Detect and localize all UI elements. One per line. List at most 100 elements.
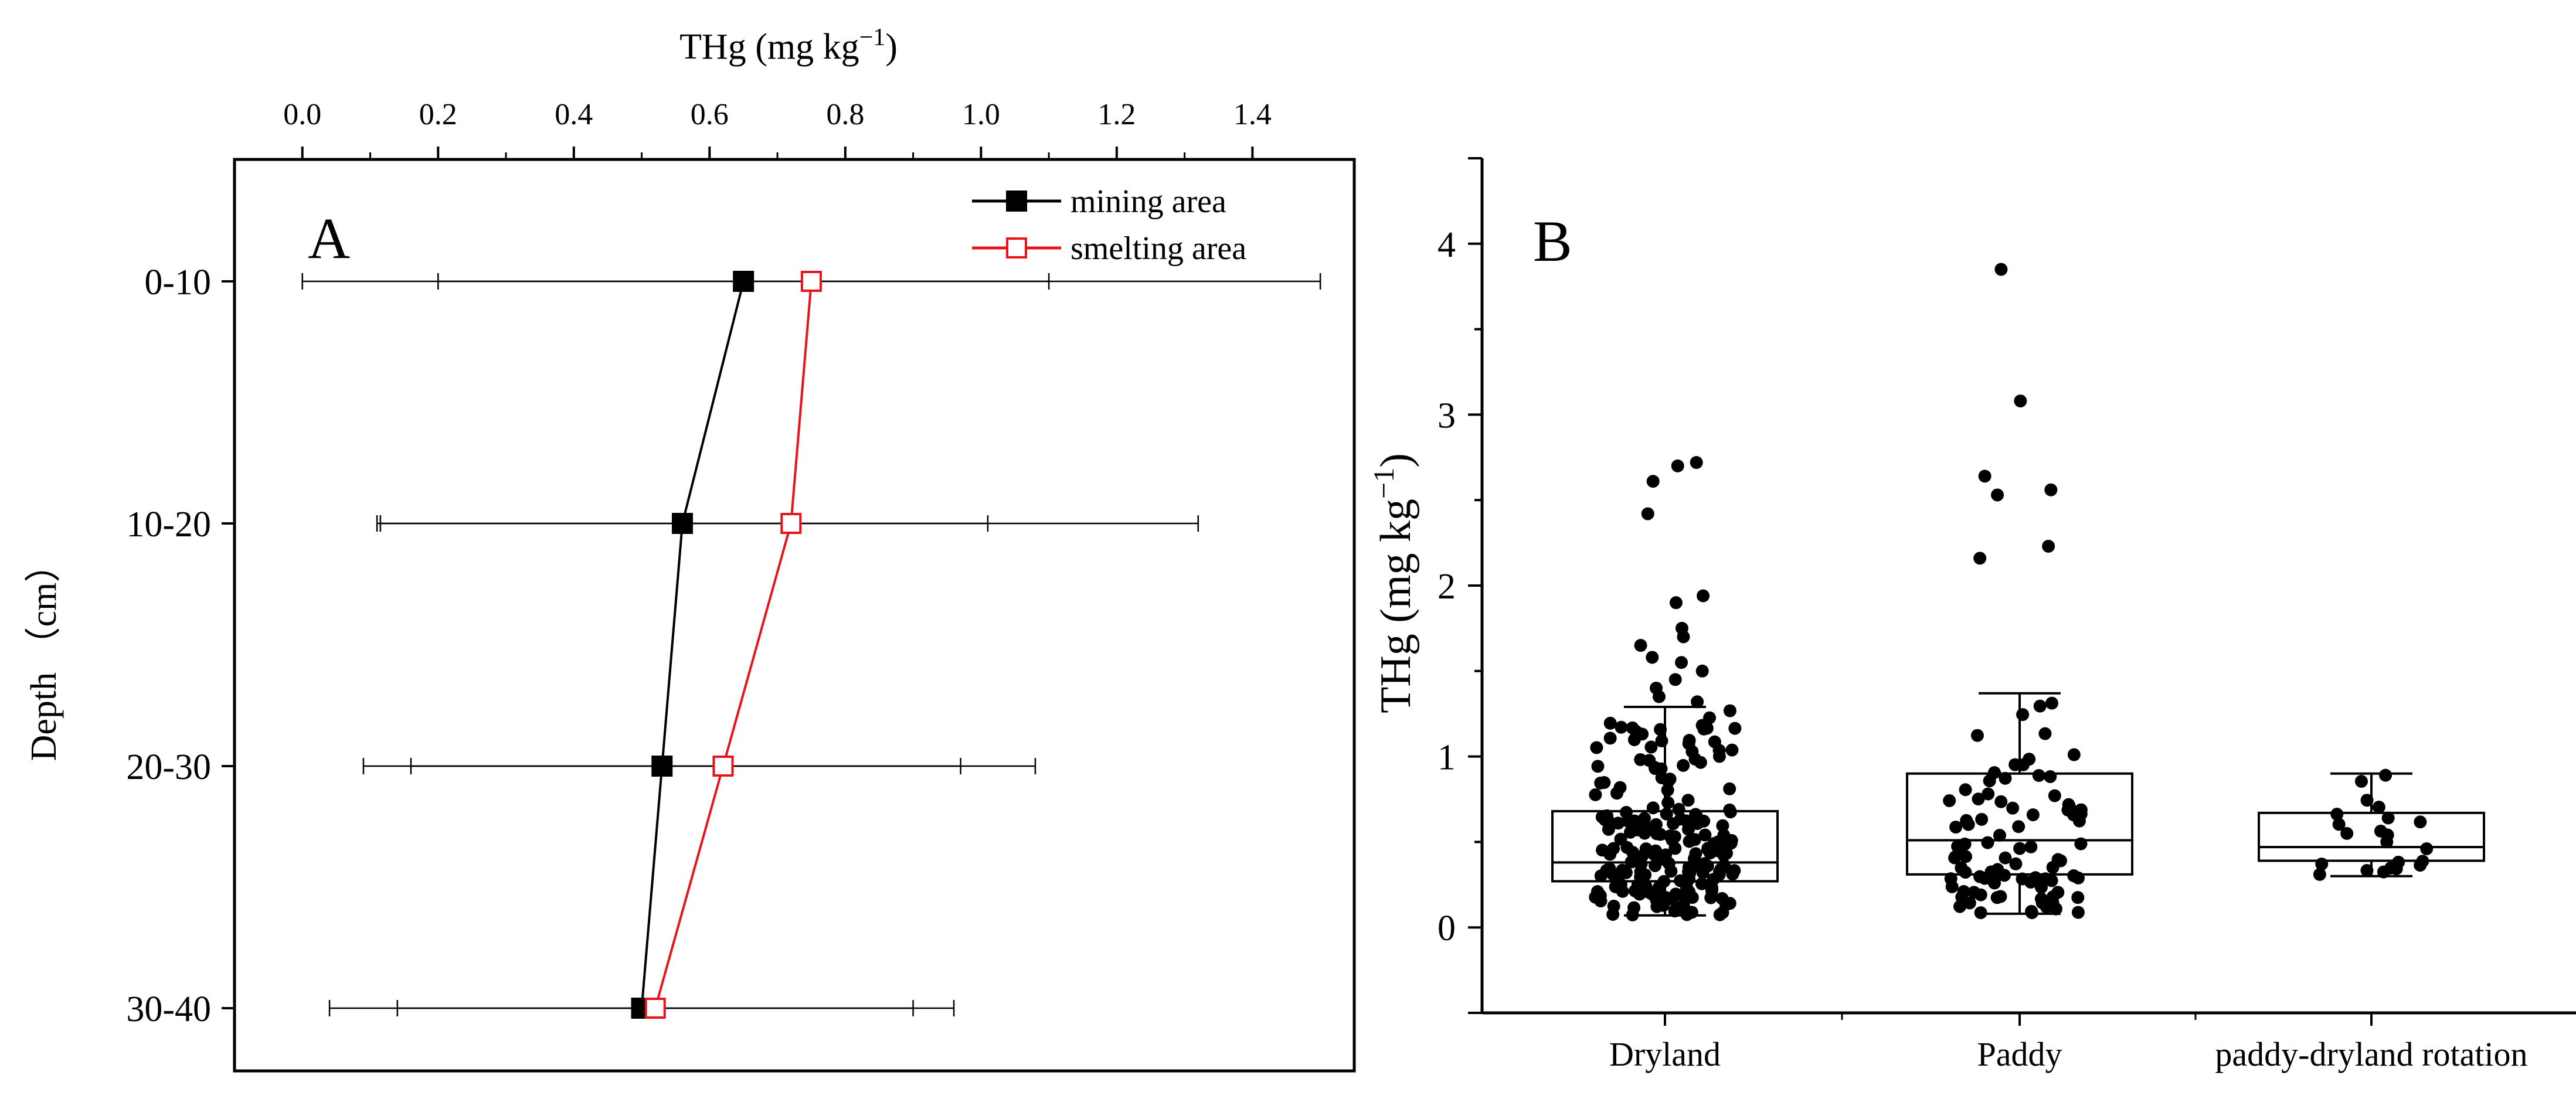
marker-smelting bbox=[800, 271, 822, 292]
data-point bbox=[1716, 819, 1729, 832]
data-point bbox=[1978, 872, 1992, 885]
data-point bbox=[2009, 758, 2022, 771]
data-point bbox=[1689, 847, 1702, 860]
data-point bbox=[1953, 900, 1967, 913]
data-point bbox=[1959, 850, 1972, 863]
data-point bbox=[1982, 787, 1995, 801]
data-point bbox=[1603, 862, 1616, 875]
data-point bbox=[1646, 801, 1660, 815]
data-point bbox=[2330, 808, 2344, 821]
data-point bbox=[2074, 807, 2088, 821]
y-tick-label: 30-40 bbox=[126, 989, 211, 1029]
outlier-point bbox=[1675, 656, 1688, 669]
data-point bbox=[1628, 814, 1642, 828]
data-point bbox=[1612, 817, 1625, 830]
data-point bbox=[1682, 737, 1695, 750]
x-tick-label: 1.4 bbox=[1233, 98, 1272, 131]
data-point bbox=[1637, 812, 1651, 825]
data-point bbox=[1647, 889, 1660, 902]
y-tick-label: 20-30 bbox=[126, 747, 211, 787]
marker-smelting bbox=[644, 998, 666, 1019]
data-point bbox=[1603, 716, 1617, 730]
panel-a-y-axis: 0-10 10-20 20-30 30-40 bbox=[126, 263, 235, 1029]
data-point bbox=[1948, 851, 1962, 865]
data-point bbox=[2009, 857, 2023, 870]
marker-mining bbox=[651, 756, 673, 777]
data-point bbox=[1628, 884, 1642, 897]
data-point bbox=[1634, 865, 1647, 879]
data-point bbox=[1713, 908, 1727, 921]
legend: mining area smelting area bbox=[972, 183, 1246, 267]
data-point bbox=[1725, 743, 1739, 757]
data-point bbox=[2038, 727, 2052, 740]
data-point bbox=[1674, 812, 1687, 826]
x-tick-label: 0.4 bbox=[555, 98, 593, 131]
data-point bbox=[2035, 896, 2049, 910]
data-point bbox=[1664, 865, 1678, 878]
data-point bbox=[2046, 890, 2060, 903]
data-point bbox=[1718, 859, 1731, 872]
data-point bbox=[1654, 828, 1667, 841]
data-point bbox=[2379, 768, 2393, 782]
data-point bbox=[1698, 828, 1712, 842]
x-tick-label: Paddy bbox=[1977, 1035, 2062, 1073]
data-point bbox=[2414, 815, 2427, 829]
data-point bbox=[1598, 813, 1612, 826]
y-tick-label: 3 bbox=[1437, 396, 1456, 436]
data-point bbox=[2033, 699, 2047, 713]
data-point bbox=[1695, 877, 1708, 890]
data-point bbox=[1613, 781, 1627, 794]
y-tick-label: 0 bbox=[1437, 909, 1456, 948]
data-point bbox=[1959, 866, 1972, 879]
data-point bbox=[1945, 880, 1959, 893]
data-point bbox=[1603, 732, 1617, 745]
panel-a-x-axis: 0.0 0.2 0.4 0.6 0.8 1.0 1.2 1.4 bbox=[283, 98, 1272, 159]
data-point bbox=[1959, 783, 1972, 797]
data-point bbox=[1983, 774, 1996, 788]
outlier-point bbox=[1646, 475, 1660, 488]
data-point bbox=[2390, 862, 2403, 876]
data-point bbox=[1957, 885, 1970, 898]
panel-a: A THg (mg kg−1) Depth （cm） 0.0 0.2 0.4 0.6 0… bbox=[24, 24, 1356, 1073]
outlier-point bbox=[2044, 483, 2058, 496]
data-point bbox=[1970, 729, 1984, 742]
marker-mining bbox=[672, 513, 693, 534]
data-point bbox=[1644, 740, 1658, 754]
data-point bbox=[1994, 795, 2008, 808]
outlier-point bbox=[1994, 263, 2008, 276]
data-point bbox=[2012, 820, 2026, 834]
data-point bbox=[1683, 866, 1697, 880]
data-point bbox=[1680, 908, 1694, 921]
outlier-point bbox=[1690, 456, 1703, 470]
y-tick-label: 1 bbox=[1437, 738, 1456, 778]
data-point bbox=[1681, 822, 1695, 836]
data-point bbox=[1627, 901, 1641, 914]
data-point bbox=[1589, 890, 1602, 904]
data-point bbox=[2016, 708, 2030, 722]
panel-a-error-bars bbox=[301, 273, 1321, 1016]
marker-mining bbox=[733, 271, 755, 292]
data-point bbox=[1728, 864, 1741, 877]
data-point bbox=[1647, 848, 1661, 861]
panel-b-y-title: THg (mg kg−1) bbox=[1367, 453, 1420, 713]
data-point bbox=[1603, 848, 1617, 861]
y-tick-label: 2 bbox=[1437, 567, 1456, 607]
data-point bbox=[2034, 880, 2048, 894]
data-point bbox=[2414, 859, 2427, 872]
panel-b-y-axis: 0 1 2 3 4 bbox=[1437, 157, 1482, 1014]
data-point bbox=[1704, 846, 1717, 860]
data-point bbox=[2340, 826, 2354, 840]
data-point bbox=[1981, 836, 1994, 849]
data-point bbox=[2067, 869, 2081, 883]
data-point bbox=[1666, 892, 1679, 906]
data-point bbox=[1661, 796, 1675, 809]
outlier-point bbox=[1641, 507, 1654, 521]
outlier-point bbox=[1669, 596, 1683, 610]
outlier-point bbox=[1634, 639, 1647, 652]
data-point bbox=[2006, 801, 2020, 815]
data-point bbox=[2067, 748, 2081, 761]
data-point bbox=[1690, 809, 1703, 822]
data-point bbox=[1606, 908, 1620, 921]
panel-a-y-title: Depth （cm） bbox=[24, 546, 64, 761]
